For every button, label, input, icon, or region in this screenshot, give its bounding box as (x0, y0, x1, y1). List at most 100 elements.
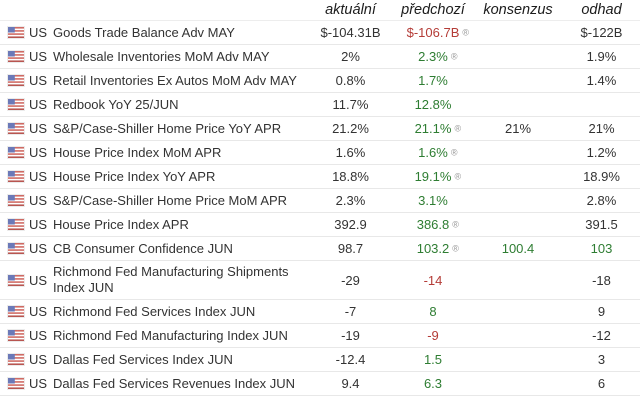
actual-value: 18.8% (332, 169, 369, 184)
event-link[interactable]: House Price Index YoY APR (53, 168, 216, 184)
column-header-consensus: konsenzus (483, 2, 553, 18)
event-link[interactable]: Goods Trade Balance Adv MAY (53, 24, 235, 40)
revised-icon: ® (452, 243, 459, 253)
previous-value: 12.8% ® (393, 97, 473, 112)
actual-value: -29 (341, 272, 360, 288)
previous-value: 19.1% ® (393, 169, 473, 184)
previous-value-text: 6.3 (423, 376, 443, 391)
actual-value: 1.6% (335, 145, 366, 160)
event-link[interactable]: House Price Index MoM APR (53, 144, 222, 160)
actual-value: -12.4 (335, 352, 366, 367)
revised-icon: ® (450, 51, 458, 61)
event-link[interactable]: S&P/Case-Shiller Home Price YoY APR (53, 120, 282, 136)
country-code: US (29, 376, 48, 391)
estimate-value: $-122B (580, 25, 623, 40)
calendar-row[interactable]: US Wholesale Inventories MoM Adv MAY 2% … (0, 45, 640, 69)
us-flag-icon (8, 306, 24, 317)
country-code: US (29, 304, 48, 319)
calendar-row[interactable]: US S&P/Case-Shiller Home Price MoM APR 2… (0, 189, 640, 213)
calendar-row[interactable]: US Dallas Fed Services Revenues Index JU… (0, 372, 640, 396)
country-code: US (29, 49, 48, 64)
calendar-row[interactable]: US Dallas Fed Services Index JUN -12.4 1… (0, 348, 640, 372)
previous-value: 3.1% ® (393, 193, 473, 208)
event-link[interactable]: Richmond Fed Manufacturing Shipments Ind… (53, 264, 289, 295)
us-flag-icon (8, 378, 24, 389)
previous-value: 386.8 ® (393, 217, 473, 232)
estimate-value: 1.2% (586, 145, 617, 160)
event-link[interactable]: Dallas Fed Services Index JUN (53, 351, 233, 367)
previous-value-text: 1.6% (418, 145, 448, 160)
event-link[interactable]: Dallas Fed Services Revenues Index JUN (53, 375, 296, 391)
previous-value-text: 386.8 (416, 217, 450, 232)
country-code: US (29, 145, 48, 160)
previous-value-text: 1.7% (418, 73, 448, 88)
estimate-value: 3 (597, 352, 606, 367)
event-link[interactable]: Retail Inventories Ex Autos MoM Adv MAY (53, 72, 297, 88)
actual-value: $-104.31B (320, 25, 381, 40)
actual-value: -19 (341, 328, 360, 343)
event-link[interactable]: Redbook YoY 25/JUN (53, 96, 179, 112)
us-flag-icon (8, 147, 24, 158)
estimate-value: 103 (590, 241, 613, 256)
previous-value-text: 12.8% (414, 97, 452, 112)
previous-value-text: 8 (429, 304, 437, 319)
calendar-row[interactable]: US House Price Index APR 392.9 386.8 ® 3… (0, 213, 640, 237)
calendar-row[interactable]: US Goods Trade Balance Adv MAY $-104.31B… (0, 21, 640, 45)
column-header-previous: předchozí (401, 2, 465, 18)
previous-value: -9 ® (393, 328, 473, 343)
actual-value: 0.8% (335, 73, 366, 88)
country-code: US (29, 121, 48, 136)
previous-value: -14 ® (393, 273, 473, 288)
table-header-row: aktuální předchozí konsenzus odhad (0, 0, 640, 21)
calendar-row[interactable]: US House Price Index YoY APR 18.8% 19.1%… (0, 165, 640, 189)
previous-value: $-106.7B ® (393, 25, 473, 40)
calendar-row[interactable]: US Richmond Fed Services Index JUN -7 8 … (0, 300, 640, 324)
previous-value: 1.7% ® (393, 73, 473, 88)
revised-icon: ® (450, 147, 458, 157)
previous-value-text: 2.3% (418, 49, 448, 64)
calendar-row[interactable]: US Richmond Fed Manufacturing Index JUN … (0, 324, 640, 348)
country-code: US (29, 217, 48, 232)
previous-value: 8 ® (393, 304, 473, 319)
us-flag-icon (8, 171, 24, 182)
previous-value: 2.3% ® (393, 49, 473, 64)
calendar-row[interactable]: US House Price Index MoM APR 1.6% 1.6% ®… (0, 141, 640, 165)
estimate-value: 6 (597, 376, 606, 391)
actual-value: 98.7 (337, 241, 364, 256)
us-flag-icon (8, 51, 24, 62)
calendar-row[interactable]: US CB Consumer Confidence JUN 98.7 103.2… (0, 237, 640, 261)
country-code: US (29, 193, 48, 208)
event-link[interactable]: House Price Index APR (53, 216, 189, 232)
us-flag-icon (8, 330, 24, 341)
us-flag-icon (8, 123, 24, 134)
previous-value-text: -14 (423, 272, 443, 288)
previous-value-text: 21.1% (414, 121, 452, 136)
actual-value: 2.3% (335, 193, 366, 208)
previous-value-text: 1.5 (423, 352, 443, 367)
previous-value: 1.6% ® (393, 145, 473, 160)
table-body: US Goods Trade Balance Adv MAY $-104.31B… (0, 21, 640, 396)
us-flag-icon (8, 243, 24, 254)
country-code: US (29, 272, 48, 288)
calendar-row[interactable]: US S&P/Case-Shiller Home Price YoY APR 2… (0, 117, 640, 141)
consensus-value: 100.4 (501, 241, 535, 256)
revised-icon: ® (452, 219, 459, 229)
calendar-row[interactable]: US Redbook YoY 25/JUN 11.7% 12.8% ® (0, 93, 640, 117)
event-link[interactable]: Wholesale Inventories MoM Adv MAY (53, 48, 270, 64)
event-link[interactable]: Richmond Fed Services Index JUN (53, 303, 256, 319)
actual-value: 11.7% (332, 97, 369, 112)
calendar-row[interactable]: US Richmond Fed Manufacturing Shipments … (0, 261, 640, 300)
event-link[interactable]: Richmond Fed Manufacturing Index JUN (53, 327, 288, 343)
us-flag-icon (8, 195, 24, 206)
country-code: US (29, 328, 48, 343)
actual-value: 392.9 (334, 217, 367, 232)
event-link[interactable]: S&P/Case-Shiller Home Price MoM APR (53, 192, 288, 208)
previous-value-text: -9 (427, 328, 439, 343)
estimate-value: 2.8% (586, 193, 617, 208)
column-header-actual: aktuální (325, 2, 376, 18)
calendar-row[interactable]: US Retail Inventories Ex Autos MoM Adv M… (0, 69, 640, 93)
event-link[interactable]: CB Consumer Confidence JUN (53, 240, 233, 256)
country-code: US (29, 25, 48, 40)
us-flag-icon (8, 99, 24, 110)
actual-value: -7 (344, 304, 357, 319)
